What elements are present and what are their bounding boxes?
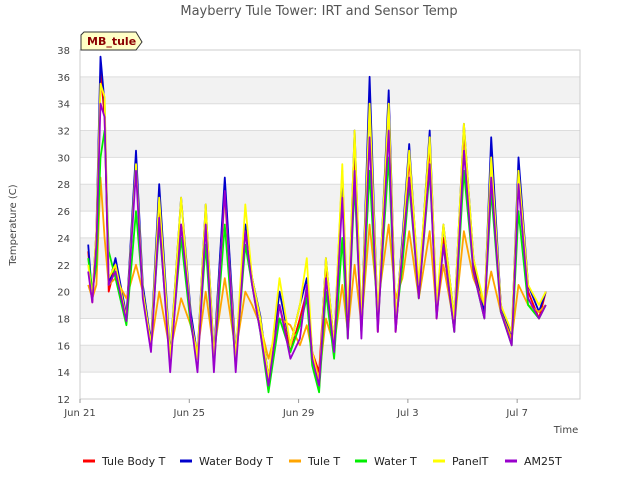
y-tick-label: 14 <box>57 368 70 379</box>
gray-band <box>80 184 580 212</box>
legend-label-tule-t: Tule T <box>307 455 340 468</box>
legend-label-tule-body-t: Tule Body T <box>101 455 166 468</box>
legend-label-water-body-t: Water Body T <box>199 455 273 468</box>
y-tick-label: 24 <box>57 234 70 245</box>
x-tick-label: Jul 7 <box>505 408 528 419</box>
axes: 12 14 16 18 20 22 24 26 28 30 32 34 36 38 Jun 21 Jun 25… <box>57 46 581 419</box>
gray-band <box>80 345 580 373</box>
gray-band <box>80 76 580 104</box>
y-axis-label: Temperature (C) <box>8 184 19 266</box>
x-tick-label: Jun 25 <box>173 408 206 419</box>
y-tick-label: 26 <box>57 207 70 218</box>
badge-box <box>80 31 143 51</box>
legend-label-water-t: Water T <box>374 455 417 468</box>
y-tick-label: 22 <box>57 261 70 272</box>
y-tick-label: 36 <box>57 73 70 84</box>
badge: MB_tule <box>80 31 143 51</box>
x-tick-label: Jun 21 <box>63 408 96 419</box>
gray-band <box>80 130 580 158</box>
y-tick-label: 16 <box>57 341 70 352</box>
y-tick-label: 32 <box>57 127 70 138</box>
legend-label-panelt: PanelT <box>452 455 489 468</box>
y-tick-label: 28 <box>57 180 70 191</box>
y-tick-label: 20 <box>57 288 70 299</box>
series-line-am25t <box>87 102 547 387</box>
y-tick-label: 34 <box>57 100 70 111</box>
x-tick-label: Jun 29 <box>282 408 315 419</box>
legend-label-am25t: AM25T <box>524 455 562 468</box>
chart-title: Mayberry Tule Tower: IRT and Sensor Temp <box>180 4 457 19</box>
y-tick-label: 30 <box>57 153 70 164</box>
legend: Tule Body T Water Body T Tule T Water T Pane… <box>83 455 562 468</box>
plot-background <box>80 50 580 399</box>
badge-label: MB_tule <box>87 35 136 48</box>
y-tick-label: 18 <box>57 314 70 325</box>
y-tick-label: 12 <box>57 395 70 406</box>
x-tick-label: Jul 3 <box>396 408 419 419</box>
x-axis-label: Time <box>553 425 578 436</box>
plot-frame <box>79 49 581 400</box>
series-lines <box>87 55 547 394</box>
y-tick-label: 38 <box>57 46 70 57</box>
